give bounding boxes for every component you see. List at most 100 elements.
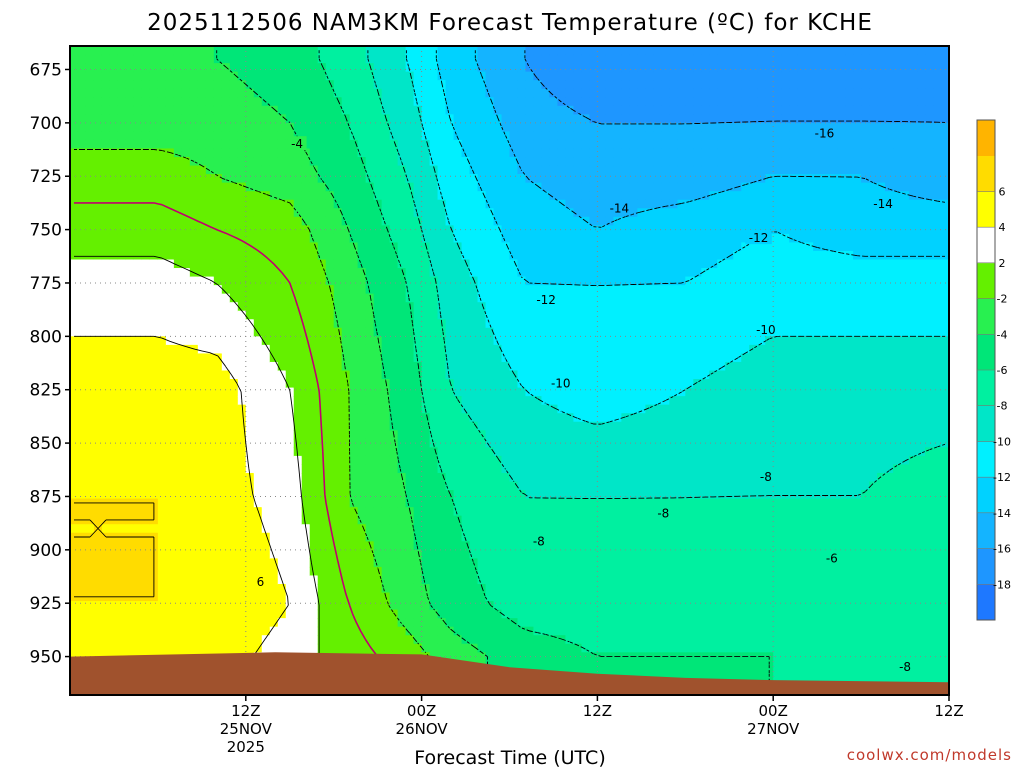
temperature-cell — [477, 310, 487, 320]
temperature-cell — [205, 336, 215, 346]
temperature-cell — [485, 626, 495, 636]
temperature-cell — [309, 122, 319, 132]
temperature-cell — [277, 293, 287, 303]
temperature-cell — [197, 63, 207, 73]
temperature-cell — [541, 558, 551, 568]
temperature-cell — [397, 575, 407, 585]
temperature-cell — [285, 191, 295, 201]
temperature-cell — [565, 583, 575, 594]
temperature-cell — [93, 583, 103, 594]
temperature-cell — [205, 259, 215, 269]
temperature-cell — [70, 609, 79, 619]
temperature-cell — [437, 447, 447, 457]
temperature-cell — [573, 379, 583, 389]
temperature-cell — [309, 174, 319, 184]
temperature-cell — [405, 319, 415, 329]
temperature-cell — [253, 114, 263, 124]
temperature-cell — [413, 549, 423, 559]
temperature-cell — [413, 191, 423, 201]
temperature-cell — [93, 233, 103, 244]
temperature-cell — [501, 327, 511, 337]
temperature-cell — [253, 242, 263, 252]
temperature-cell — [557, 370, 567, 380]
temperature-cell — [101, 618, 111, 628]
temperature-cell — [477, 541, 487, 551]
temperature-cell — [429, 370, 439, 380]
temperature-cell — [461, 532, 471, 542]
temperature-cell — [445, 225, 455, 235]
temperature-cell — [341, 481, 351, 491]
temperature-cell — [557, 575, 567, 585]
temperature-cell — [349, 80, 359, 90]
temperature-cell — [157, 310, 167, 320]
temperature-cell — [437, 71, 447, 81]
temperature-cell — [509, 524, 519, 534]
temperature-cell — [181, 302, 191, 312]
temperature-cell — [549, 413, 559, 423]
temperature-cell — [509, 80, 519, 90]
temperature-cell — [453, 285, 463, 295]
temperature-cell — [445, 344, 455, 355]
temperature-cell — [165, 242, 175, 252]
temperature-cell — [557, 46, 567, 56]
temperature-cell — [429, 626, 439, 636]
temperature-cell — [141, 336, 151, 346]
temperature-cell — [445, 310, 455, 320]
temperature-cell — [85, 601, 95, 611]
temperature-cell — [453, 327, 463, 337]
temperature-cell — [341, 507, 351, 517]
temperature-cell — [70, 327, 79, 337]
temperature-cell — [261, 549, 271, 559]
temperature-cell — [261, 63, 271, 73]
temperature-cell — [285, 515, 295, 525]
temperature-cell — [181, 601, 191, 611]
temperature-cell — [525, 157, 535, 167]
temperature-cell — [101, 421, 111, 431]
temperature-cell — [189, 481, 199, 491]
temperature-cell — [285, 46, 295, 56]
temperature-cell — [517, 208, 527, 218]
temperature-cell — [549, 626, 559, 636]
temperature-cell — [77, 208, 87, 218]
temperature-cell — [549, 498, 559, 508]
temperature-cell — [421, 387, 431, 397]
temperature-cell — [125, 293, 135, 303]
temperature-cell — [221, 285, 231, 295]
temperature-cell — [85, 148, 95, 158]
temperature-cell — [213, 592, 223, 602]
temperature-cell — [293, 336, 303, 346]
temperature-cell — [309, 566, 319, 577]
temperature-cell — [349, 225, 359, 235]
temperature-cell — [509, 464, 519, 474]
temperature-cell — [421, 268, 431, 278]
temperature-cell — [309, 293, 319, 303]
temperature-cell — [269, 379, 279, 389]
temperature-cell — [213, 490, 223, 500]
temperature-cell — [405, 250, 415, 261]
temperature-cell — [285, 472, 295, 483]
temperature-cell — [189, 208, 199, 218]
temperature-cell — [421, 276, 431, 286]
temperature-cell — [373, 515, 383, 525]
temperature-cell — [389, 157, 399, 167]
temperature-cell — [189, 361, 199, 372]
temperature-cell — [429, 515, 439, 525]
temperature-cell — [109, 327, 119, 337]
temperature-cell — [453, 430, 463, 440]
temperature-cell — [477, 635, 487, 645]
temperature-cell — [357, 601, 367, 611]
temperature-cell — [301, 63, 311, 73]
temperature-cell — [85, 319, 95, 329]
temperature-cell — [493, 208, 503, 218]
temperature-cell — [469, 421, 479, 431]
temperature-cell — [533, 148, 543, 158]
temperature-cell — [293, 387, 303, 397]
temperature-cell — [493, 80, 503, 90]
temperature-cell — [541, 71, 551, 81]
temperature-cell — [245, 430, 255, 440]
temperature-cell — [549, 481, 559, 491]
temperature-cell — [533, 635, 543, 645]
temperature-cell — [373, 583, 383, 594]
temperature-cell — [469, 97, 479, 107]
temperature-cell — [493, 131, 503, 141]
